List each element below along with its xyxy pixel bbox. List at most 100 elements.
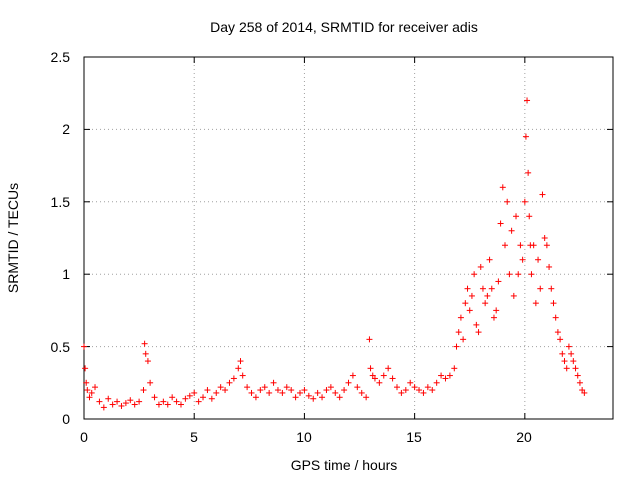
data-point xyxy=(455,329,462,336)
chart-title: Day 258 of 2014, SRMTID for receiver adi… xyxy=(210,19,478,35)
data-point xyxy=(576,379,583,386)
data-point xyxy=(572,365,579,372)
data-point xyxy=(305,392,312,399)
data-point xyxy=(525,169,532,176)
data-point xyxy=(244,384,251,391)
x-tick-label: 15 xyxy=(406,429,422,445)
data-point xyxy=(561,358,568,365)
x-tick-label: 5 xyxy=(190,429,198,445)
data-point xyxy=(526,213,533,220)
data-point xyxy=(118,402,125,409)
data-point xyxy=(81,343,87,350)
data-point xyxy=(345,379,352,386)
data-point xyxy=(501,242,508,249)
y-tick-label: 1 xyxy=(62,266,70,282)
data-point xyxy=(504,198,511,205)
data-point xyxy=(327,384,334,391)
data-point xyxy=(528,271,535,278)
data-point xyxy=(568,350,575,357)
data-point xyxy=(532,300,539,307)
data-point xyxy=(537,285,544,292)
data-point xyxy=(292,394,299,401)
data-point xyxy=(131,401,138,408)
data-point xyxy=(546,263,553,270)
data-point xyxy=(402,387,409,394)
data-point xyxy=(248,389,255,396)
data-point xyxy=(548,285,555,292)
data-point xyxy=(86,394,93,401)
data-point xyxy=(581,389,588,396)
data-points xyxy=(81,97,588,411)
data-point xyxy=(186,392,193,399)
data-point xyxy=(169,394,176,401)
data-point xyxy=(257,387,264,394)
data-point xyxy=(541,235,548,241)
data-point xyxy=(319,394,326,401)
data-point xyxy=(226,379,233,386)
data-point xyxy=(433,379,440,386)
data-point xyxy=(499,184,506,191)
data-point xyxy=(517,242,524,249)
data-point xyxy=(142,350,149,357)
data-point xyxy=(141,340,148,347)
data-point xyxy=(559,350,566,357)
data-point xyxy=(493,307,500,314)
data-point xyxy=(261,384,268,391)
data-point xyxy=(177,401,184,408)
data-point xyxy=(114,398,121,405)
data-point xyxy=(140,387,147,394)
data-point xyxy=(173,398,180,405)
data-point xyxy=(429,387,436,394)
data-point xyxy=(482,300,489,307)
data-point xyxy=(490,314,497,321)
data-point xyxy=(389,375,396,382)
data-point xyxy=(488,285,495,292)
data-point xyxy=(127,397,134,404)
data-point xyxy=(164,401,171,408)
data-point xyxy=(497,220,504,227)
data-point xyxy=(182,395,189,402)
data-point xyxy=(552,314,559,321)
data-point xyxy=(122,400,129,407)
plot-area-frame xyxy=(83,56,614,420)
data-point xyxy=(446,372,453,379)
data-point xyxy=(420,389,427,396)
data-point xyxy=(252,394,259,401)
data-point xyxy=(385,365,392,372)
data-point xyxy=(191,389,198,396)
data-point xyxy=(521,198,528,205)
data-point xyxy=(380,372,387,379)
data-point xyxy=(100,404,107,411)
data-point xyxy=(442,375,449,382)
data-point xyxy=(460,336,467,343)
data-point xyxy=(371,375,378,382)
data-point xyxy=(363,394,370,401)
data-point xyxy=(160,398,167,405)
data-point xyxy=(239,372,246,379)
data-point xyxy=(217,384,224,391)
data-point xyxy=(522,133,529,140)
data-point xyxy=(530,242,537,249)
data-point xyxy=(354,384,361,391)
data-point xyxy=(376,379,383,386)
data-point xyxy=(508,227,515,234)
data-point xyxy=(424,384,431,391)
data-point xyxy=(411,384,418,391)
axis-ticks xyxy=(83,56,613,420)
data-point xyxy=(438,372,445,379)
y-axis-label: SRMTID / TECUs xyxy=(5,183,21,293)
data-point xyxy=(358,389,365,396)
data-point xyxy=(297,389,304,396)
data-point xyxy=(510,292,517,299)
data-point xyxy=(288,387,295,394)
data-point xyxy=(539,191,546,198)
y-tick-label: 0.5 xyxy=(51,339,71,355)
data-point xyxy=(466,307,473,314)
data-point xyxy=(570,358,577,365)
data-point xyxy=(473,321,480,328)
data-point xyxy=(468,292,475,299)
data-point xyxy=(484,292,491,299)
data-point xyxy=(349,372,356,379)
data-point xyxy=(451,365,458,372)
